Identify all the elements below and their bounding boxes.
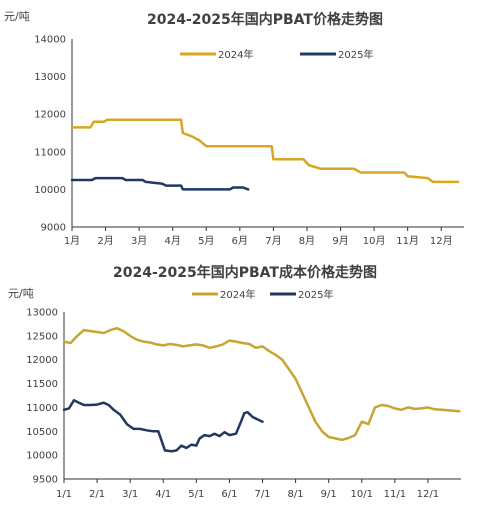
chart-1-x-tick-label: 1月 <box>64 235 80 247</box>
chart-2-y-tick-label: 11000 <box>26 403 58 414</box>
chart-2-title: 2024-2025年国内PBAT成本价格走势图 <box>113 264 377 281</box>
chart-1-legend: 2024年 2025年 <box>180 48 373 61</box>
chart-2-y-tick-label: 9500 <box>33 475 58 486</box>
chart-1-y-tick-label: 13000 <box>34 72 66 83</box>
chart-1-x-tick-label: 12月 <box>430 235 453 247</box>
chart-2-x-tick-label: 4/1 <box>155 489 171 500</box>
chart-1-legend-label-2025: 2025年 <box>338 48 373 61</box>
chart-1-x-tick-label: 10月 <box>363 235 386 247</box>
chart-2-y-tick-label: 10000 <box>26 451 58 462</box>
chart-1-x-tick-label: 11月 <box>396 235 419 247</box>
chart-2-y-tick-label: 11500 <box>26 379 58 390</box>
chart-1-x-tick-label: 4月 <box>165 235 181 247</box>
chart-2-y-tick-label: 12000 <box>26 355 58 366</box>
chart-2-series-2025-line <box>62 399 264 453</box>
chart-2-x-tick-label: 7/1 <box>254 489 270 500</box>
chart-2-x-tick-label: 8/1 <box>288 489 304 500</box>
chart-2-x-tick-label: 2/1 <box>89 489 105 500</box>
chart-2-legend-label-2024: 2024年 <box>220 288 255 301</box>
chart-1-y-unit: 元/吨 <box>4 10 30 23</box>
chart-1-y-tick-label: 14000 <box>34 35 66 46</box>
chart-2-x-tick-label: 11/1 <box>384 489 406 500</box>
chart-1-x-tick-label: 9月 <box>332 235 348 247</box>
chart-1-title: 2024-2025年国内PBAT价格走势图 <box>147 11 383 28</box>
chart-1-legend-label-2024: 2024年 <box>218 48 253 61</box>
chart-1-y-tick-label: 10000 <box>34 185 66 196</box>
chart-1-series-2024-line <box>70 118 460 184</box>
chart-1-x-tick-label: 5月 <box>198 235 214 247</box>
chart-2-legend: 2024年 2025年 <box>192 288 333 301</box>
chart-2-y-tick-label: 12500 <box>26 331 58 342</box>
chart-2-x-tick-label: 1/1 <box>56 489 72 500</box>
chart-2: 2024-2025年国内PBAT成本价格走势图 元/吨 13000 12500 12… <box>8 264 461 500</box>
chart-2-x-tick-label: 10/1 <box>351 489 373 500</box>
chart-2-x-tick-label: 6/1 <box>221 489 237 500</box>
chart-2-x-tick-label: 3/1 <box>122 489 138 500</box>
chart-2-x-tick-label: 12/1 <box>417 489 439 500</box>
chart-1-y-tick-label: 9000 <box>41 223 66 234</box>
chart-2-y-tick-label: 13000 <box>26 308 58 319</box>
chart-1-x-tick-label: 6月 <box>232 235 248 247</box>
chart-2-series-2024-line <box>62 326 461 442</box>
chart-1: 2024-2025年国内PBAT价格走势图 元/吨 14000 13000 1200… <box>4 10 464 247</box>
chart-2-y-unit: 元/吨 <box>8 287 34 300</box>
chart-1-x-tick-label: 7月 <box>265 235 281 247</box>
chart-2-y-tick-label: 10500 <box>26 427 58 438</box>
chart-1-x-tick-label: 3月 <box>131 235 147 247</box>
chart-2-legend-label-2025: 2025年 <box>298 288 333 301</box>
chart-1-y-tick-label: 12000 <box>34 110 66 121</box>
chart-1-y-tick-label: 11000 <box>34 147 66 158</box>
chart-1-series-2025-line <box>70 176 250 191</box>
chart-1-x-tick-label: 2月 <box>97 235 113 247</box>
chart-1-x-tick-label: 8月 <box>299 235 315 247</box>
chart-2-x-tick-label: 9/1 <box>321 489 337 500</box>
chart-2-x-tick-label: 5/1 <box>188 489 204 500</box>
